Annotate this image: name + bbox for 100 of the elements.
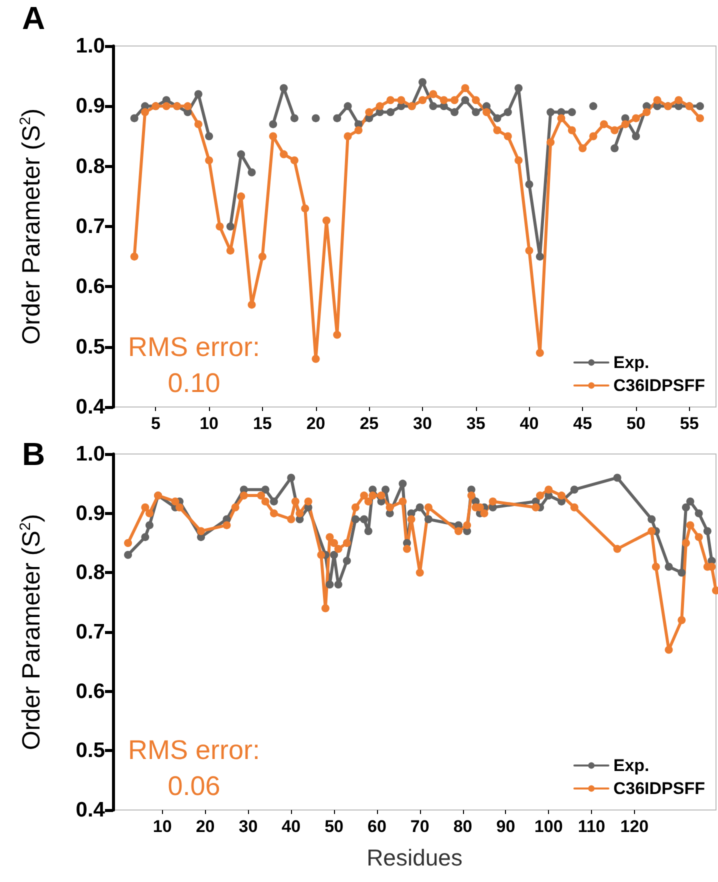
y-tick-label: 0.7 bbox=[76, 620, 105, 644]
point bbox=[351, 503, 360, 512]
annotation: RMS error: 0.10 bbox=[128, 332, 260, 398]
x-tick-label: 5 bbox=[150, 414, 160, 433]
point bbox=[333, 114, 342, 122]
point bbox=[461, 96, 470, 104]
point bbox=[145, 509, 154, 518]
point bbox=[360, 492, 368, 500]
point bbox=[536, 252, 544, 261]
point bbox=[386, 503, 394, 512]
point bbox=[226, 222, 234, 230]
point bbox=[648, 527, 656, 536]
point bbox=[570, 486, 578, 494]
point bbox=[632, 132, 640, 140]
point bbox=[418, 96, 427, 104]
point bbox=[176, 503, 184, 512]
point bbox=[205, 132, 214, 140]
x-tick-label: 15 bbox=[252, 414, 272, 433]
point bbox=[240, 492, 248, 500]
y-tick-label: 1.0 bbox=[76, 34, 105, 58]
point bbox=[568, 126, 576, 134]
point bbox=[382, 486, 390, 494]
point bbox=[678, 568, 686, 577]
point bbox=[418, 78, 427, 86]
x-tick-label: 10 bbox=[200, 414, 219, 433]
x-tick-label: 50 bbox=[626, 414, 646, 433]
point bbox=[557, 114, 566, 122]
point bbox=[653, 96, 662, 104]
point bbox=[568, 108, 576, 116]
point bbox=[429, 102, 438, 110]
point bbox=[403, 544, 411, 553]
point bbox=[162, 102, 170, 110]
point bbox=[231, 503, 240, 512]
point bbox=[360, 515, 368, 524]
point bbox=[480, 509, 488, 518]
point bbox=[171, 497, 180, 506]
x-tick-label: 70 bbox=[410, 817, 430, 836]
x-tick-label: 20 bbox=[306, 414, 326, 433]
point bbox=[398, 497, 407, 506]
y-tick-label: 0.5 bbox=[76, 739, 106, 762]
point bbox=[364, 497, 372, 506]
point bbox=[365, 108, 374, 116]
y-tick-label: 0.5 bbox=[76, 335, 106, 358]
point bbox=[261, 486, 270, 494]
x-tick-label: 110 bbox=[578, 817, 606, 836]
point bbox=[686, 497, 694, 506]
point bbox=[322, 216, 330, 224]
point bbox=[280, 150, 288, 158]
y-tick-label: 0.4 bbox=[76, 798, 106, 822]
point bbox=[407, 515, 416, 524]
y-tick-label: 0.6 bbox=[76, 275, 105, 298]
point bbox=[613, 474, 622, 482]
point bbox=[344, 102, 352, 110]
point bbox=[291, 497, 300, 506]
point bbox=[269, 120, 278, 128]
point bbox=[216, 222, 224, 230]
point bbox=[546, 108, 555, 116]
point bbox=[482, 108, 491, 116]
point bbox=[270, 509, 278, 518]
point bbox=[194, 120, 202, 128]
point bbox=[333, 330, 342, 339]
x-tick-label: 100 bbox=[534, 817, 563, 836]
y-tick-label: 0.8 bbox=[76, 561, 106, 584]
x-tick-label: 80 bbox=[453, 817, 472, 836]
point bbox=[326, 580, 334, 589]
point bbox=[184, 102, 192, 110]
point bbox=[536, 348, 544, 357]
point bbox=[682, 503, 690, 512]
y-axis-title: Order Parameter (S2) bbox=[17, 108, 46, 345]
point bbox=[287, 515, 296, 524]
annotation: RMS error: 0.06 bbox=[128, 735, 260, 801]
point bbox=[632, 114, 640, 122]
point bbox=[450, 108, 459, 116]
point bbox=[440, 96, 448, 104]
point bbox=[145, 521, 154, 530]
point bbox=[472, 108, 480, 116]
point bbox=[321, 604, 330, 612]
point bbox=[377, 492, 386, 500]
point bbox=[514, 84, 523, 92]
x-tick-label: 55 bbox=[680, 414, 699, 433]
point bbox=[194, 90, 202, 98]
point bbox=[258, 252, 266, 261]
point bbox=[703, 527, 712, 536]
point bbox=[694, 533, 703, 542]
x-tick-label: 50 bbox=[324, 817, 344, 836]
point bbox=[525, 180, 534, 188]
point bbox=[222, 521, 231, 530]
point bbox=[610, 144, 619, 152]
point bbox=[317, 550, 326, 559]
point bbox=[290, 114, 298, 122]
point bbox=[296, 509, 304, 518]
point bbox=[570, 503, 578, 512]
x-tick-label: 45 bbox=[573, 414, 592, 433]
point bbox=[454, 527, 462, 536]
point bbox=[621, 120, 630, 128]
point bbox=[664, 562, 673, 571]
point bbox=[334, 544, 342, 553]
x-tick-label: 60 bbox=[367, 817, 386, 836]
point bbox=[342, 539, 351, 547]
point bbox=[525, 246, 534, 255]
